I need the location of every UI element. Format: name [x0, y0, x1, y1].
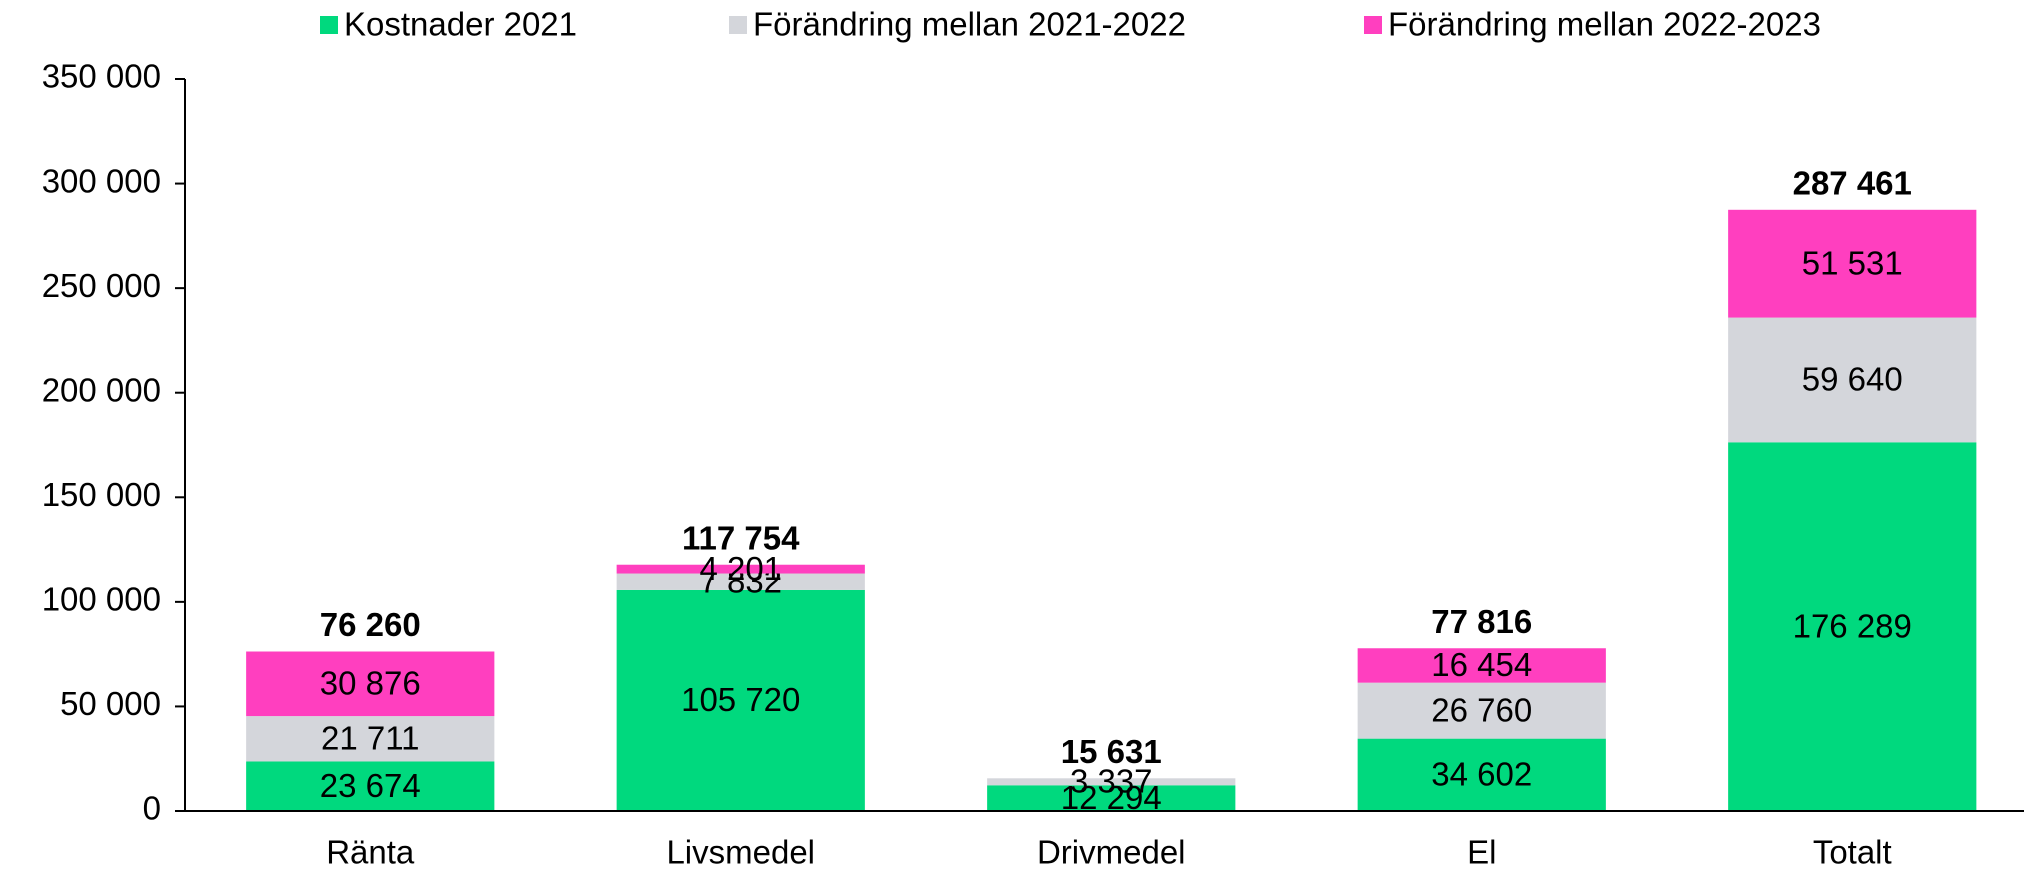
bar-segment [616, 564, 865, 574]
data-label: 16 454 [1431, 646, 1532, 683]
data-label: 21 711 [321, 720, 419, 757]
y-tick-label: 0 [143, 790, 161, 827]
y-tick-label: 300 000 [42, 162, 161, 199]
y-tick-label: 350 000 [42, 58, 161, 95]
y-tick-label: 200 000 [42, 371, 161, 408]
data-label: 105 720 [681, 681, 800, 718]
bar-segment [1728, 209, 1977, 318]
y-tick-label: 250 000 [42, 267, 161, 304]
x-tick-label: El [1467, 834, 1496, 871]
data-label: 59 640 [1802, 361, 1903, 398]
bar-segment [246, 716, 495, 762]
total-label: 117 754 [682, 519, 800, 556]
bar-segment [987, 785, 1236, 811]
data-label: 3 337 [1070, 763, 1153, 800]
legend-label: Förändring mellan 2021-2022 [753, 6, 1186, 43]
bar-segment [1357, 682, 1606, 739]
legend-swatch [320, 16, 338, 34]
bar-segment [1728, 442, 1977, 811]
legend-label: Kostnader 2021 [344, 6, 577, 43]
total-label: 76 260 [320, 606, 421, 643]
bar-segment [246, 761, 495, 811]
legend-swatch [1364, 16, 1382, 34]
data-label: 30 876 [320, 665, 421, 702]
bar-segment [1357, 738, 1606, 811]
x-tick-label: Totalt [1813, 834, 1892, 871]
x-tick-label: Livsmedel [666, 834, 815, 871]
bar-segment [987, 778, 1236, 786]
data-label: 51 531 [1802, 244, 1903, 281]
bar-segment [616, 573, 865, 590]
data-label: 34 602 [1431, 756, 1532, 793]
bar-segment [616, 589, 865, 811]
data-label: 23 674 [320, 767, 421, 804]
bar-segment [1728, 317, 1977, 443]
total-label: 15 631 [1061, 733, 1162, 770]
y-tick-label: 50 000 [60, 685, 161, 722]
data-label: 4 201 [699, 550, 782, 587]
bar-segment [246, 651, 495, 717]
x-tick-label: Ränta [326, 834, 415, 871]
bar-segment [1357, 648, 1606, 683]
legend-label: Förändring mellan 2022-2023 [1388, 6, 1821, 43]
total-label: 77 816 [1431, 603, 1532, 640]
x-tick-label: Drivmedel [1037, 834, 1186, 871]
y-tick-label: 100 000 [42, 581, 161, 618]
total-label: 287 461 [1793, 165, 1912, 202]
y-tick-label: 150 000 [42, 476, 161, 513]
data-label: 176 289 [1793, 607, 1912, 644]
data-label: 26 760 [1431, 691, 1532, 728]
legend-swatch [729, 16, 747, 34]
